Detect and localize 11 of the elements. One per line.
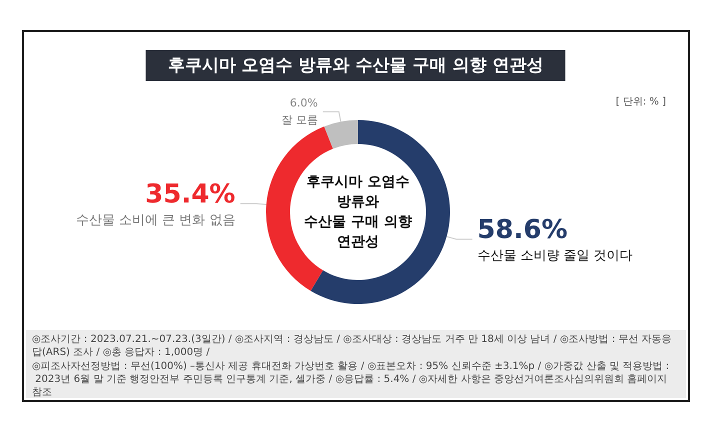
data-label: 6.0% (290, 96, 318, 110)
text: ◎조사기간 : 2023.07.21.~07.23.(3일간) / ◎조사지역 : 경상남도 / ◎조사대상 : 경상남도 거주 만 18세 이상 남녀 / ◎조사방법 : 무선 자동응답(ARS) 조사 / ◎총 응답자 : 1,000명 / (32, 334, 672, 358)
slice-label: 수산물 소비량 줄일 것이다 (477, 248, 633, 264)
chart-title: 후쿠시마 오염수 방류와 수산물 구매 의향 연관성 (168, 56, 544, 76)
data-label: 35.4% (145, 180, 236, 210)
chart-subtitle: [ 단위: % ] (616, 96, 666, 108)
data-label: 58.6% (477, 215, 568, 246)
slice-label: 수산물 소비에 큰 변화 없음 (76, 213, 236, 228)
slice-label: 잘 모름 (281, 113, 318, 126)
text: ◎피조사자선정방법 : 무선(100%) –통신사 제공 휴대전화 가상번호 활용 / ◎표본오차 : 95% 신뢰수준 ±3.1%p / ◎가중값 산출 및 적용방법 : 2023년 6월 말 기준 행정안전부 주민등록 인구통계 기준, 셀가중 / ◎응답률 : 5.4% / ◎자세한 사항은 중앙선거여론조사심의위원회 홈페이지 참조 (32, 361, 670, 398)
text: 후쿠시마 오염수 방류와 수산물 구매 의향 연관성 (304, 174, 412, 250)
